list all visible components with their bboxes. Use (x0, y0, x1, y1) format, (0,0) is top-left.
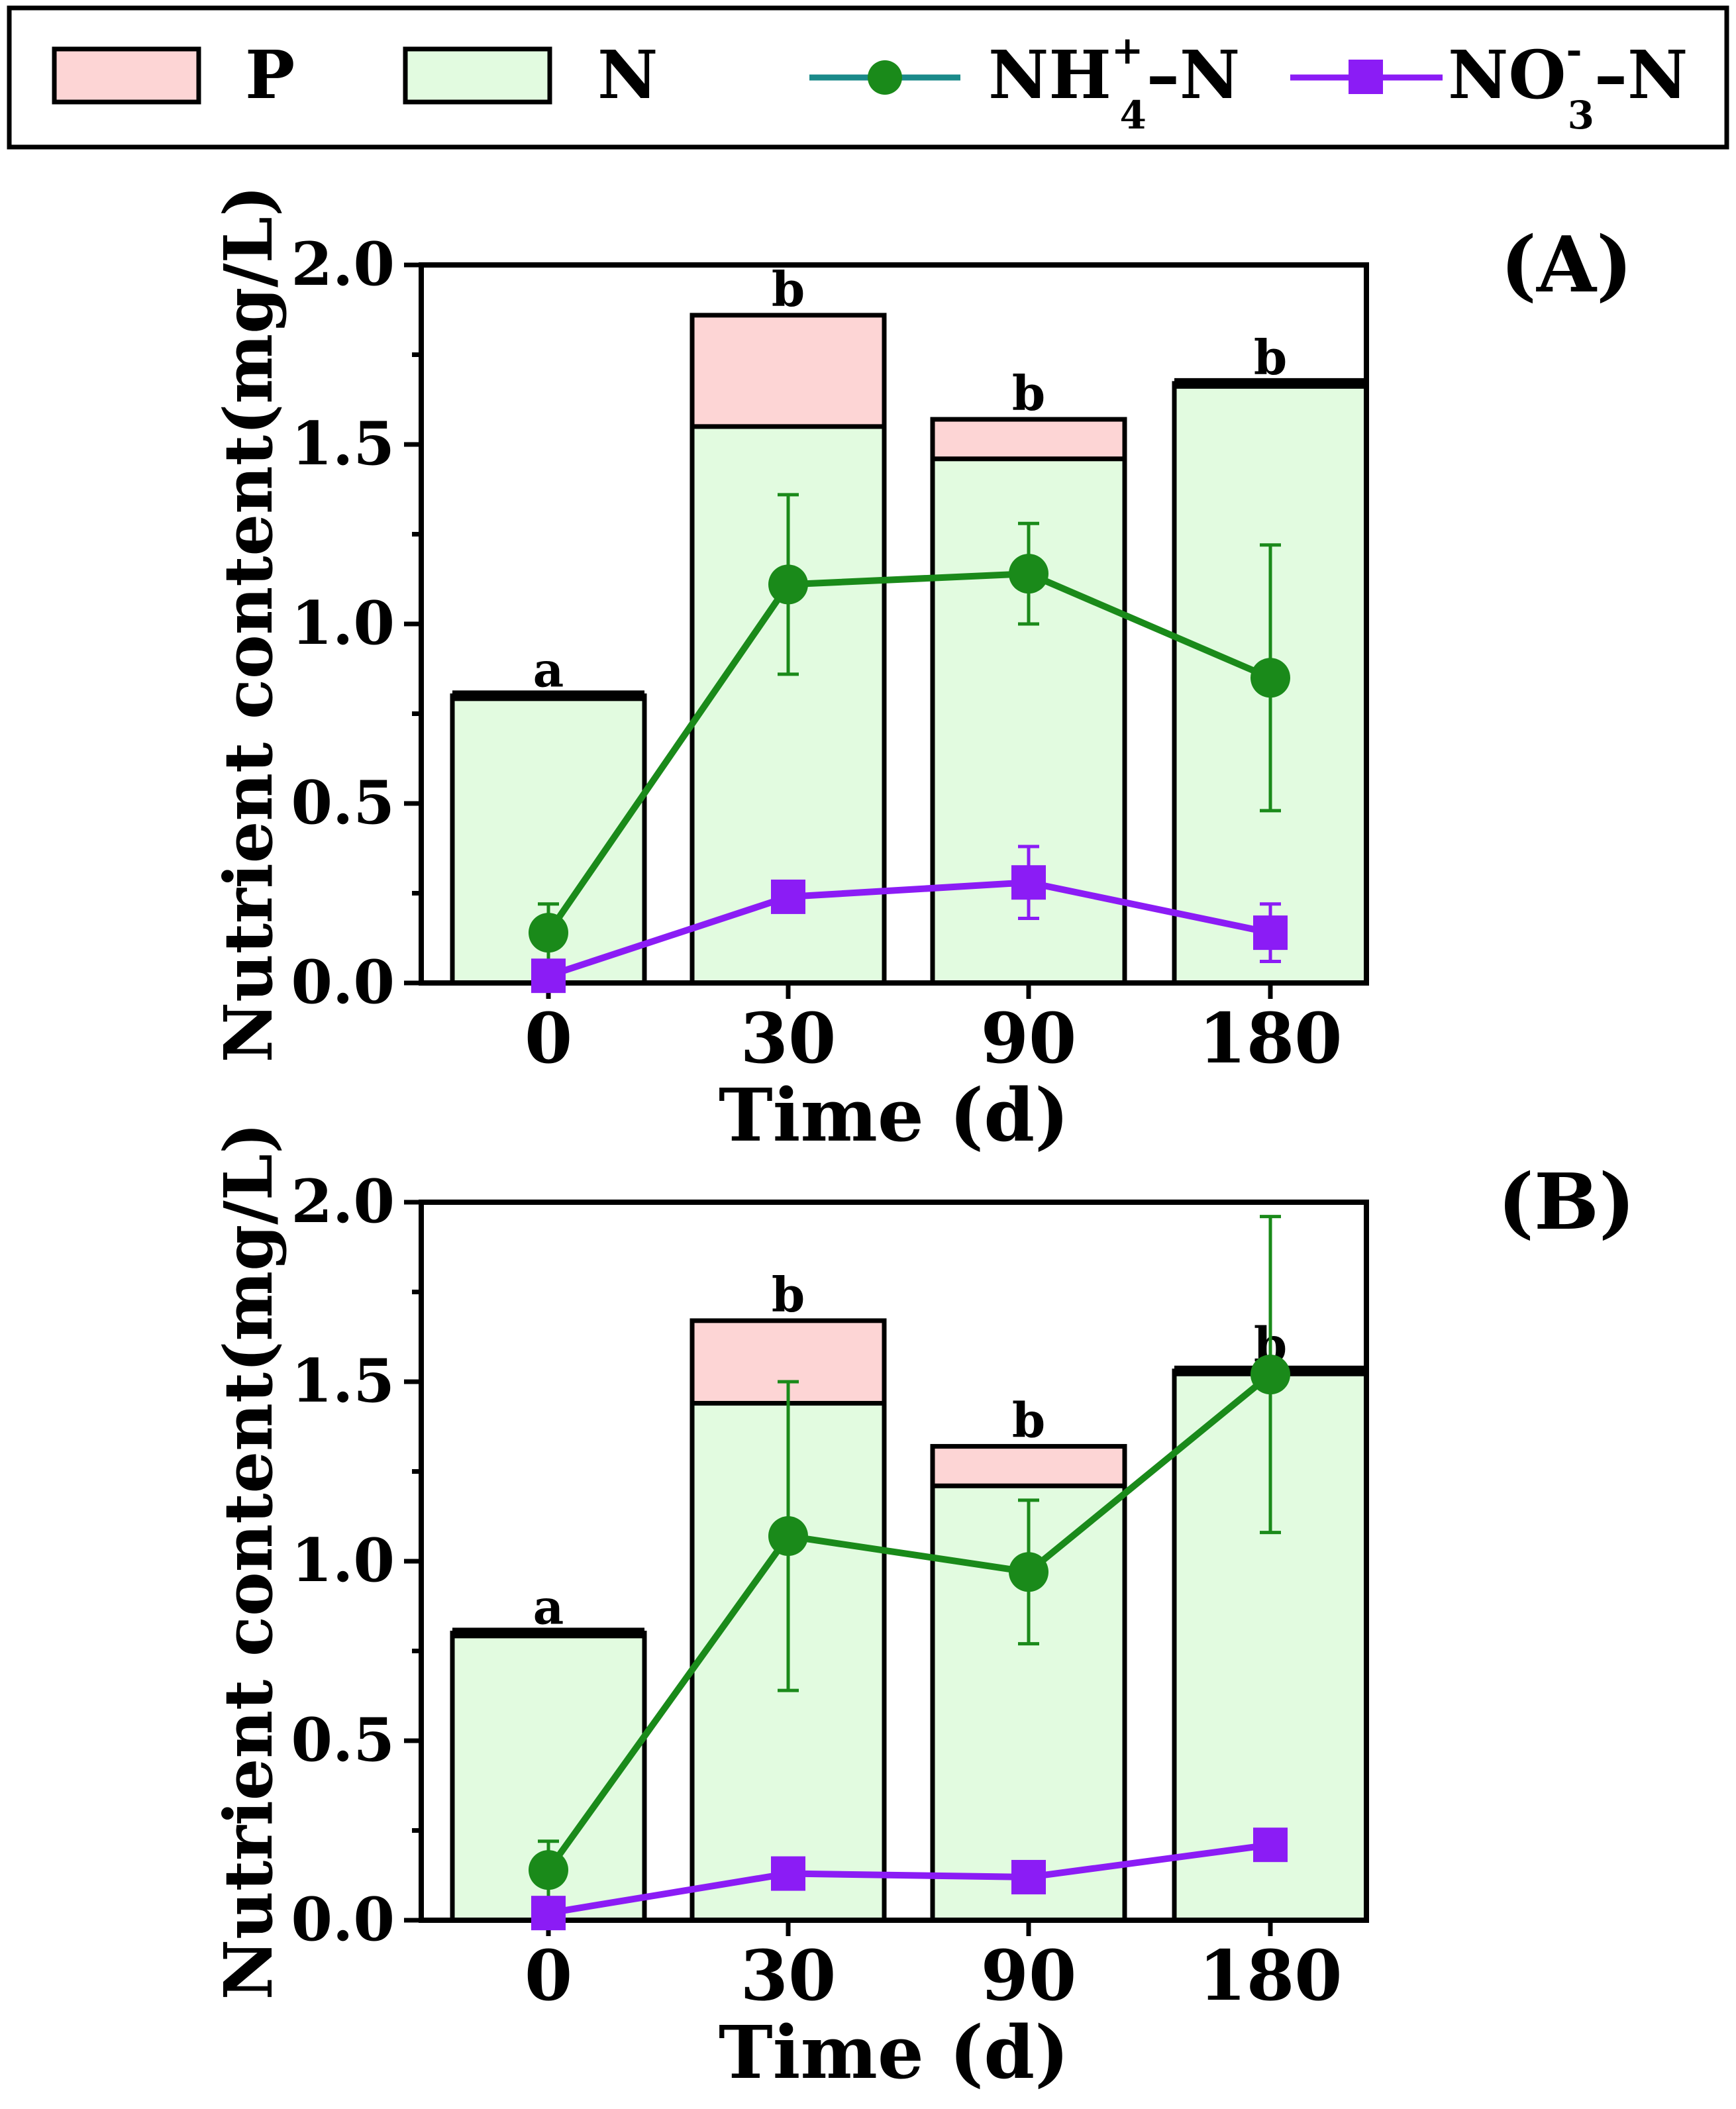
data-point (771, 879, 805, 914)
data-point (1253, 915, 1288, 951)
legend-nh4-base: NH (988, 36, 1111, 114)
bar-p (930, 1444, 1127, 1488)
x-axis-label: Time (d) (719, 1072, 1069, 1158)
data-point (1251, 1355, 1290, 1395)
y-tick-label: 0.5 (291, 1705, 395, 1775)
data-point (1253, 1827, 1288, 1863)
significance-letter: b (772, 1266, 805, 1323)
x-tick-label: 90 (981, 1935, 1077, 2016)
y-axis-label: Nutrient content(mg/L) (209, 185, 287, 1063)
x-tick-label: 0 (525, 998, 572, 1079)
legend-no3-base: NO (1448, 36, 1566, 114)
y-tick-label: 1.5 (291, 1346, 395, 1416)
x-axis-label: Time (d) (719, 2010, 1069, 2095)
significance-letter: b (1254, 329, 1287, 386)
legend-nh4-sup: + (1111, 28, 1144, 73)
y-tick-label: 2.0 (291, 229, 395, 299)
significance-letter: a (533, 641, 564, 697)
legend-no3-suffix: –N (1594, 36, 1688, 114)
y-tick-label: 0.5 (291, 768, 395, 838)
panel-a: a b b b 0.0 0.5 1.0 1.5 2.0 0 30 90 180 Time (d) Nutri… (209, 185, 1633, 1158)
data-point (1011, 865, 1046, 900)
x-tick-label: 180 (1198, 1935, 1342, 2016)
data-point (768, 1516, 808, 1557)
series-line (547, 879, 1272, 979)
data-point (768, 564, 808, 605)
x-tick-label: 180 (1198, 998, 1342, 1079)
legend-no3-sub: 3 (1568, 93, 1594, 138)
legend-nh4-marker (868, 60, 902, 95)
legend-nh4-label: NH+ 4–N (988, 28, 1240, 138)
y-tick-label: 1.5 (291, 409, 395, 479)
x-tick-label: 0 (525, 1935, 572, 2016)
data-point (1009, 554, 1048, 594)
x-tick-label: 90 (981, 998, 1077, 1079)
x-tick-label: 30 (740, 1935, 837, 2016)
legend-n-label: N (597, 36, 658, 114)
y-tick-label: 1.0 (291, 588, 395, 658)
panel-label: (B) (1498, 1157, 1635, 1247)
y-tick-label: 0.0 (291, 1884, 395, 1955)
legend-no3-marker (1349, 60, 1383, 94)
legend-nh4-suffix: –N (1147, 36, 1240, 114)
data-point (1009, 1552, 1048, 1592)
series-line (548, 1841, 1271, 1917)
series-line (545, 570, 1272, 935)
data-point (1011, 1859, 1046, 1894)
legend-no3-sup: - (1566, 28, 1582, 73)
bar-p (930, 417, 1127, 462)
x-tick-label: 30 (740, 998, 837, 1079)
series-line (545, 1372, 1273, 1873)
y-tick-label: 1.0 (291, 1525, 395, 1596)
data-point (531, 958, 566, 994)
legend-nh4-sub: 4 (1120, 93, 1147, 138)
legend-p-swatch (52, 46, 201, 105)
panel-label: (A) (1500, 220, 1633, 310)
legend-no3-label: NO- 3–N (1448, 28, 1688, 138)
y-tick-label: 0.0 (291, 947, 395, 1017)
data-point (529, 1850, 568, 1890)
legend-p-label: P (245, 36, 295, 114)
bar-p (689, 313, 887, 429)
data-point (771, 1856, 805, 1891)
significance-letter: b (1012, 365, 1045, 421)
significance-letter: b (772, 261, 805, 317)
legend-n-swatch (403, 46, 552, 105)
y-tick-label: 2.0 (291, 1166, 395, 1237)
significance-letter: b (1012, 1392, 1045, 1449)
data-point (529, 913, 568, 953)
significance-letter: a (533, 1578, 564, 1635)
y-axis-label: Nutrient content(mg/L) (209, 1123, 287, 2000)
data-point (1251, 658, 1290, 698)
data-point (531, 1896, 566, 1931)
legend: P N NH+ 4–N NO-3–N (7, 5, 1729, 150)
